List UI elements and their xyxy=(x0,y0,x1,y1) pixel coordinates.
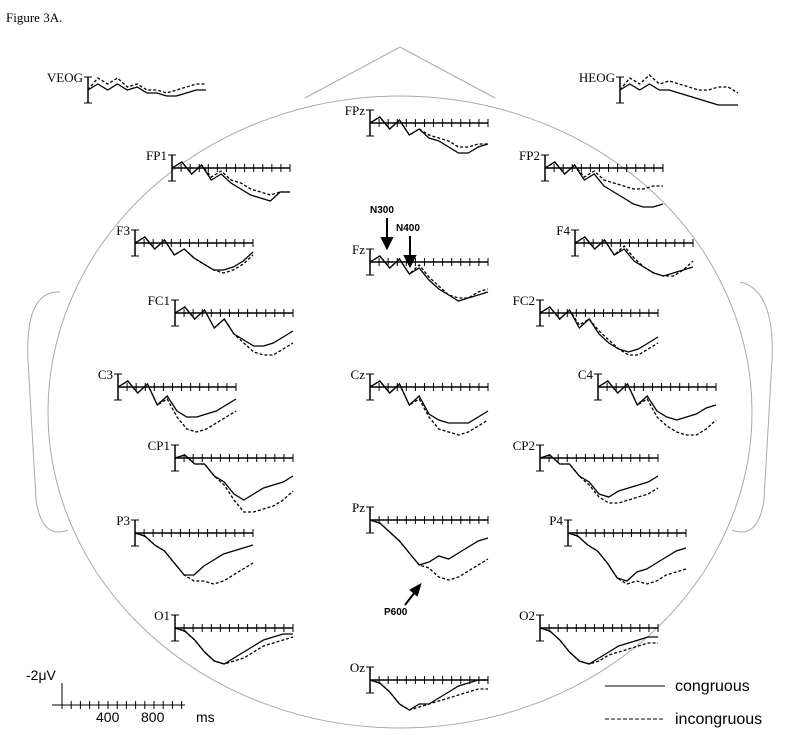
waveform-incongruous xyxy=(369,116,488,148)
channel-label: FC2 xyxy=(513,293,535,308)
head-outline xyxy=(47,95,753,729)
channel-label: FPz xyxy=(345,103,365,118)
channel-label: FC1 xyxy=(148,293,170,308)
waveform-incongruous xyxy=(597,380,717,436)
channel-label: Cz xyxy=(351,367,366,382)
waveform-incongruous xyxy=(174,306,294,356)
waveform-incongruous xyxy=(369,380,489,436)
nose xyxy=(304,46,496,99)
channel-label: C3 xyxy=(98,367,113,382)
scale-amplitude: -2μV xyxy=(26,667,57,683)
channel-label: Pz xyxy=(352,500,365,515)
right-ear xyxy=(731,281,773,533)
legend-label: incongruous xyxy=(675,711,762,728)
waveform-congruous xyxy=(619,83,738,106)
waveform-incongruous xyxy=(171,161,290,196)
left-ear xyxy=(27,291,69,533)
waveform-incongruous xyxy=(539,306,659,356)
legend-label: congruous xyxy=(675,678,750,695)
waveform-incongruous xyxy=(539,627,658,665)
waveform-incongruous xyxy=(174,454,294,513)
channel-label: HEOG xyxy=(579,70,615,85)
waveform-incongruous xyxy=(369,519,489,581)
waveform-incongruous xyxy=(539,454,659,504)
waveform-congruous xyxy=(539,454,659,498)
channel-label: O2 xyxy=(519,608,535,623)
waveform-incongruous xyxy=(619,74,739,94)
scale-tick-label: 400 xyxy=(96,709,120,725)
figure-label: Figure 3A. xyxy=(6,10,62,25)
waveform-congruous xyxy=(174,454,294,501)
waveform-congruous xyxy=(369,519,489,566)
channel-label: P3 xyxy=(116,513,130,528)
waveform-incongruous xyxy=(544,161,663,190)
waveform-incongruous xyxy=(369,679,488,711)
waveform-congruous xyxy=(174,627,293,665)
channel-label: F3 xyxy=(116,223,130,238)
channel-label: FP2 xyxy=(519,148,540,163)
channel-label: Oz xyxy=(350,660,365,675)
waveform-congruous xyxy=(134,532,254,576)
waveform-incongruous xyxy=(174,627,294,665)
waveform-congruous xyxy=(539,627,658,665)
channel-label: P4 xyxy=(549,513,563,528)
channel-label: FP1 xyxy=(146,148,167,163)
channel-label: C4 xyxy=(578,367,594,382)
waveform-incongruous xyxy=(134,532,254,585)
channel-label: CP1 xyxy=(148,438,170,453)
waveform-incongruous xyxy=(134,236,254,274)
arrows xyxy=(380,218,422,606)
waveform-congruous xyxy=(567,532,687,582)
waveform-incongruous xyxy=(369,255,489,299)
waveform-incongruous xyxy=(567,532,687,585)
waveform-congruous xyxy=(369,679,488,711)
annotation: P600 xyxy=(384,607,408,618)
scale-tick-label: 800 xyxy=(141,709,165,725)
channel-label: CP2 xyxy=(513,438,535,453)
annotation: N300 xyxy=(370,205,394,216)
waveform-incongruous xyxy=(117,380,237,433)
channel-label: Fz xyxy=(352,242,365,257)
waveform-incongruous xyxy=(574,236,694,277)
channel-label: O1 xyxy=(154,608,170,623)
channel-label: F4 xyxy=(556,223,570,238)
waveform-incongruous xyxy=(87,77,206,94)
scale-unit: ms xyxy=(196,709,215,725)
channel-label: VEOG xyxy=(47,70,83,85)
waveform-congruous xyxy=(87,83,206,97)
annotation: N400 xyxy=(396,223,420,234)
